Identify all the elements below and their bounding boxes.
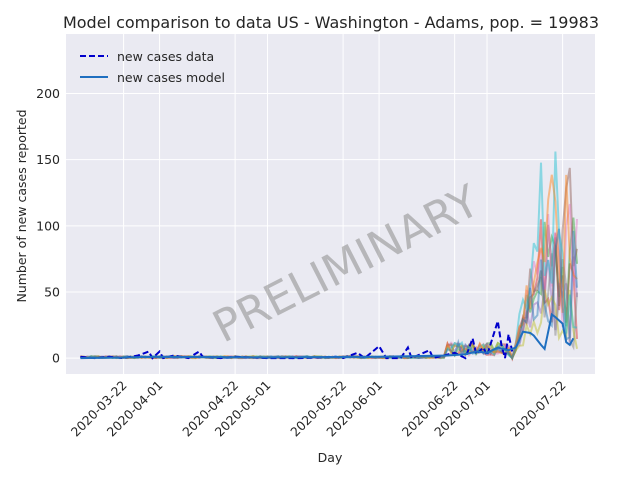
series-layer: [80, 312, 575, 360]
y-ticks: 0 50 100 150 200: [36, 86, 60, 366]
y-tick-label: 50: [44, 284, 60, 299]
y-tick-label: 200: [36, 86, 60, 101]
series-model-line: [80, 312, 575, 360]
grid: [66, 34, 595, 374]
legend-label-data: new cases data: [117, 49, 214, 64]
plot-area: [66, 34, 595, 374]
y-tick-label: 100: [36, 218, 60, 233]
series-data-line: [80, 320, 514, 360]
y-axis-label: Number of new cases reported: [14, 109, 29, 302]
chart-title: Model comparison to data US - Washington…: [63, 13, 599, 32]
y-tick-label: 150: [36, 152, 60, 167]
y-tick-label: 0: [52, 351, 60, 366]
legend-label-model: new cases model: [117, 70, 225, 85]
legend: new cases data new cases model: [80, 49, 225, 85]
x-axis-label: Day: [318, 450, 343, 465]
